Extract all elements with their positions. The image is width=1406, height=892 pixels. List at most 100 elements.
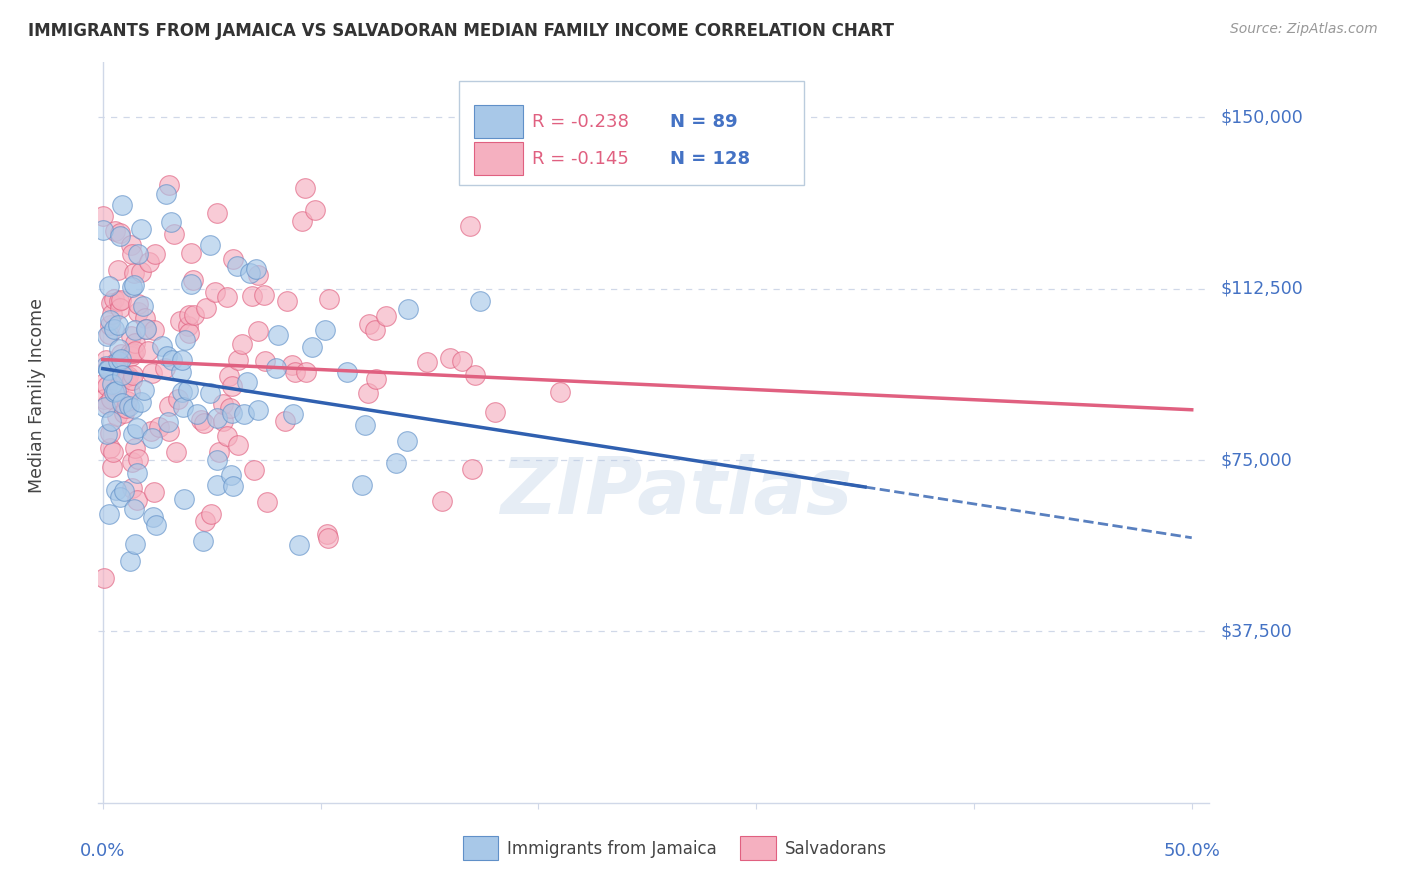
Point bbox=[212, 397, 235, 411]
Point bbox=[484, 405, 506, 419]
Point bbox=[107, 378, 129, 392]
Point bbox=[458, 219, 481, 233]
Point bbox=[132, 383, 155, 397]
Point bbox=[110, 293, 132, 307]
Point bbox=[253, 288, 276, 302]
Point bbox=[221, 379, 243, 393]
Point bbox=[291, 214, 314, 228]
Point bbox=[121, 279, 143, 293]
Point bbox=[228, 352, 250, 367]
Point bbox=[108, 342, 131, 356]
Point bbox=[194, 514, 217, 528]
Point bbox=[139, 424, 162, 438]
Point bbox=[148, 420, 170, 434]
Point bbox=[186, 407, 208, 421]
Point bbox=[125, 492, 148, 507]
Point bbox=[104, 384, 127, 398]
Point bbox=[143, 247, 166, 261]
Point bbox=[141, 367, 163, 381]
Point bbox=[193, 534, 215, 549]
Point bbox=[180, 246, 202, 260]
Point bbox=[316, 526, 339, 541]
Point bbox=[416, 355, 439, 369]
Point bbox=[117, 368, 139, 383]
Point bbox=[98, 326, 121, 341]
Point bbox=[142, 510, 165, 524]
Point bbox=[107, 353, 129, 368]
Point bbox=[281, 407, 304, 421]
Point bbox=[111, 396, 134, 410]
Point bbox=[138, 255, 160, 269]
Point bbox=[101, 307, 124, 321]
Point bbox=[124, 442, 146, 456]
Point bbox=[301, 340, 323, 354]
Point bbox=[179, 326, 201, 340]
Point bbox=[96, 427, 118, 442]
Point bbox=[294, 180, 316, 194]
Point bbox=[464, 368, 486, 383]
Text: $75,000: $75,000 bbox=[1220, 451, 1292, 469]
Point bbox=[155, 186, 177, 201]
Point bbox=[142, 323, 165, 337]
Point bbox=[98, 313, 121, 327]
Text: R = -0.145: R = -0.145 bbox=[531, 150, 628, 168]
Point bbox=[93, 392, 115, 407]
Point bbox=[124, 278, 146, 293]
Point bbox=[105, 409, 128, 424]
Point bbox=[122, 368, 145, 383]
Point bbox=[157, 424, 180, 438]
Point bbox=[107, 263, 129, 277]
Point bbox=[215, 290, 238, 304]
Point bbox=[219, 401, 242, 416]
Point bbox=[127, 451, 149, 466]
Point bbox=[124, 536, 146, 550]
Point bbox=[120, 329, 142, 343]
Point bbox=[127, 297, 149, 311]
Point bbox=[97, 507, 120, 521]
Point bbox=[121, 455, 143, 469]
Point bbox=[221, 406, 243, 420]
Point bbox=[129, 222, 152, 236]
Point bbox=[110, 490, 132, 504]
Point bbox=[169, 313, 191, 327]
Point bbox=[167, 392, 190, 406]
Text: Source: ZipAtlas.com: Source: ZipAtlas.com bbox=[1230, 22, 1378, 37]
Point bbox=[180, 277, 202, 292]
Point bbox=[98, 318, 121, 333]
Point bbox=[160, 352, 183, 367]
Point bbox=[101, 445, 124, 459]
Point bbox=[156, 415, 179, 429]
Point bbox=[247, 268, 270, 282]
Point bbox=[284, 365, 307, 379]
Text: N = 128: N = 128 bbox=[671, 150, 751, 168]
Text: N = 89: N = 89 bbox=[671, 112, 738, 130]
Point bbox=[228, 438, 250, 452]
Point bbox=[245, 261, 267, 276]
Point bbox=[136, 344, 159, 359]
Point bbox=[111, 368, 134, 383]
Point bbox=[247, 403, 270, 417]
Point bbox=[364, 372, 387, 386]
Point bbox=[134, 310, 156, 325]
Point bbox=[288, 538, 311, 552]
Point bbox=[103, 384, 125, 399]
Point bbox=[112, 368, 135, 383]
FancyBboxPatch shape bbox=[460, 81, 804, 185]
Point bbox=[177, 318, 200, 333]
Point bbox=[470, 294, 492, 309]
Point bbox=[364, 322, 387, 336]
Point bbox=[439, 351, 461, 365]
Point bbox=[108, 293, 131, 308]
Point bbox=[264, 361, 287, 376]
Point bbox=[385, 456, 408, 470]
Point bbox=[112, 484, 135, 499]
Point bbox=[131, 394, 153, 409]
Point bbox=[108, 301, 131, 316]
Point bbox=[96, 328, 118, 343]
Point bbox=[115, 370, 138, 384]
Point bbox=[110, 351, 132, 366]
Point bbox=[131, 265, 153, 279]
Point bbox=[96, 353, 118, 368]
Point bbox=[125, 421, 148, 435]
Point bbox=[131, 299, 153, 313]
